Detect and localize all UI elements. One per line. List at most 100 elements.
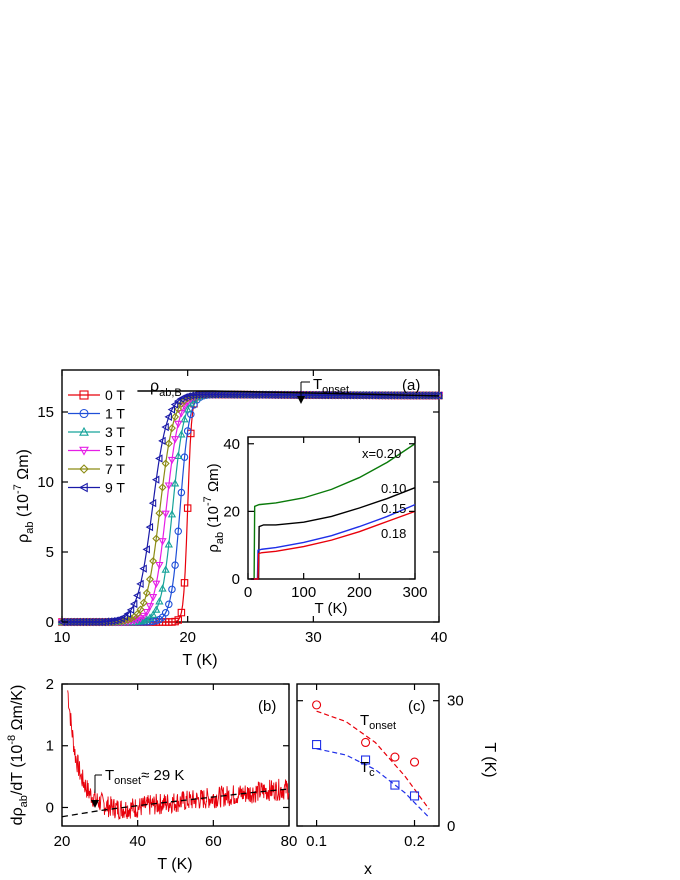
panel-a-xtick-label: 30: [305, 629, 322, 646]
panel-a-point: [164, 439, 173, 448]
panel-a-point: [139, 564, 147, 573]
panel-a-point: [133, 609, 142, 618]
svg-text:ρab (10-7 Ωm): ρab (10-7 Ωm): [12, 449, 36, 543]
panel-a-legend: 0 T 1 T 3 T 5 T 7 T 9 T: [68, 387, 125, 496]
inset-curve-0: [250, 443, 416, 580]
panel-a-point: [139, 612, 148, 621]
panel-a-point: [161, 459, 170, 468]
panel-c-xtick-label: 0.2: [404, 833, 425, 850]
panel-a-point: [155, 509, 164, 518]
panel-a-point: [145, 603, 155, 611]
panel-a-point: [145, 575, 154, 584]
panel-a-point: [170, 436, 180, 444]
panel-b-xtick-label: 20: [54, 833, 71, 850]
panel-b-xlabel: T (K): [157, 856, 192, 873]
legend-label: 1 T: [105, 406, 125, 422]
panel-a-point: [152, 605, 161, 613]
inset-xtick-label: 200: [347, 584, 372, 601]
panel-c-point: [390, 752, 400, 762]
panel-a-point: [164, 412, 172, 421]
panel-b-label: (b): [258, 698, 276, 715]
panel-a-point: [101, 617, 110, 626]
legend-marker: [78, 482, 88, 493]
panel-b-fit-line: [61, 788, 290, 818]
svg-text:T (K): T (K): [481, 742, 498, 777]
inset-curve-3: [250, 510, 416, 580]
panel-a-ytick-label: 5: [46, 544, 54, 561]
panel-a-point: [171, 412, 180, 421]
legend-marker: [79, 464, 89, 474]
legend-marker: [79, 446, 89, 456]
panel-a-point: [151, 475, 160, 484]
panel-a-point: [149, 557, 158, 566]
legend-label: 0 T: [105, 387, 125, 403]
panel-a-point: [148, 499, 157, 508]
inset-xtick-label: 0: [244, 584, 252, 601]
panel-a-point: [164, 482, 173, 490]
inset-ytick-label: 0: [232, 571, 240, 588]
panel-a-point: [136, 579, 144, 589]
panel-a-point: [165, 600, 173, 609]
panel-a-point: [177, 608, 186, 617]
inset-label-015: 0.15: [381, 501, 406, 516]
panel-c-fit-0: [316, 710, 430, 810]
panel-a-point: [158, 436, 166, 445]
panel-a-point: [120, 612, 128, 621]
panel-a-point: [98, 617, 106, 627]
panel-a-point: [183, 504, 192, 512]
panel-a-frame: [61, 369, 440, 623]
inset-label-010: 0.10: [381, 481, 406, 496]
panel-a-point: [136, 605, 145, 614]
panel-b-ytick-label: 0: [46, 799, 54, 816]
panel-a-point: [155, 597, 164, 605]
panel-a-point: [161, 608, 170, 617]
panel-a-point: [139, 616, 148, 624]
panel-a-xtick-label: 20: [179, 629, 196, 646]
panel-b: 20 40 60 80 0 1 2 (b) Tonset≈ 29 K T (K) dρab/…: [6, 676, 297, 873]
panel-b-onset-annotation: Tonset≈ 29 K: [91, 767, 184, 808]
panel-a-point: [139, 598, 148, 607]
panel-a-normal-state-line: [137, 390, 440, 397]
panel-c-point: [312, 700, 322, 710]
panel-c: 0.1 0.2 0 30 (c) Tonset Tc x T (K): [296, 683, 498, 878]
panel-a-point: [174, 527, 182, 536]
panel-c-xlabel: x: [364, 861, 372, 878]
panel-b-frame: [61, 683, 290, 827]
panel-a-ylabel: ρab (10-7 Ωm): [12, 449, 36, 543]
panel-a-point: [95, 617, 103, 627]
inset-label-x020: x=0.20: [362, 446, 401, 461]
panel-a-point: [167, 456, 177, 465]
panel-a-point: [174, 616, 182, 624]
panel-c-point: [361, 737, 371, 748]
panel-a-point: [434, 391, 443, 400]
panel-a-point: [133, 591, 141, 600]
panel-a-point: [158, 483, 167, 492]
panel-c-frame: [296, 683, 440, 827]
panel-a-normal-state-label: ρab,B: [150, 378, 182, 399]
panel-a-point: [161, 422, 169, 432]
panel-c-point: [409, 791, 420, 801]
panel-a-xtick-label: 10: [54, 629, 71, 646]
inset-xtick-label: 100: [291, 584, 316, 601]
panel-a-point: [152, 534, 161, 543]
panel-c-ylabel: T (K): [481, 742, 498, 777]
panel-a-point: [171, 561, 179, 569]
panel-a-onset-annotation: Tonset: [297, 376, 349, 404]
panel-a-point: [136, 615, 145, 623]
panel-a-point: [189, 391, 198, 400]
legend-marker: [79, 390, 89, 400]
panel-b-ylabel: dρab/dT (10-8 Ωm/K): [6, 685, 30, 826]
panel-a-point: [111, 616, 119, 625]
legend-marker: [79, 426, 89, 436]
panel-a-point: [158, 538, 167, 546]
panel-c-point: [390, 780, 400, 790]
inset-ytick-label: 40: [223, 436, 240, 453]
inset-xtick-label: 300: [402, 584, 427, 601]
panel-b-ytick-label: 1: [46, 738, 54, 755]
panel-a-point: [129, 599, 138, 609]
panel-c-fit-1: [316, 748, 430, 819]
panel-a-point: [183, 427, 192, 435]
panel-a-point: [107, 616, 116, 626]
